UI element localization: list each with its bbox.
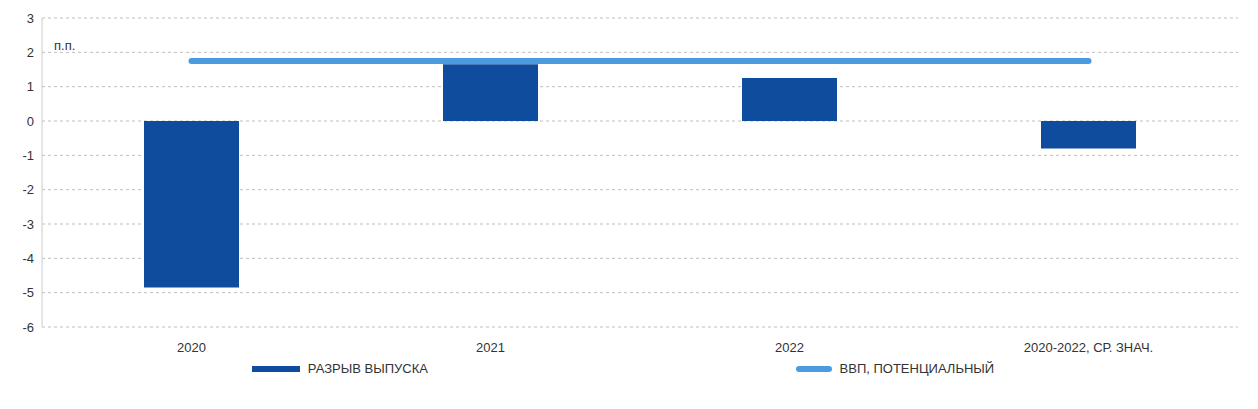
- svg-text:-5: -5: [22, 285, 34, 300]
- svg-text:2022: 2022: [775, 340, 804, 355]
- svg-text:-4: -4: [22, 251, 34, 266]
- svg-text:-2: -2: [22, 182, 34, 197]
- svg-text:3: 3: [27, 11, 34, 26]
- svg-text:-1: -1: [22, 148, 34, 163]
- svg-text:2020: 2020: [177, 340, 206, 355]
- svg-text:2020-2022, СР. ЗНАЧ.: 2020-2022, СР. ЗНАЧ.: [1024, 340, 1153, 355]
- svg-text:-6: -6: [22, 320, 34, 335]
- svg-text:2: 2: [27, 45, 34, 60]
- svg-text:1: 1: [27, 79, 34, 94]
- svg-text:2021: 2021: [476, 340, 505, 355]
- svg-text:-3: -3: [22, 217, 34, 232]
- html-text:РАЗРЫВ ВЫПУСКА: РАЗРЫВ ВЫПУСКА: [307, 361, 428, 376]
- html-text:ВВП, ПОТЕНЦИАЛЬНЫЙ: ВВП, ПОТЕНЦИАЛЬНЫЙ: [839, 361, 995, 376]
- svg-text:0: 0: [27, 114, 34, 129]
- html-text:п.п.: п.п.: [54, 38, 76, 53]
